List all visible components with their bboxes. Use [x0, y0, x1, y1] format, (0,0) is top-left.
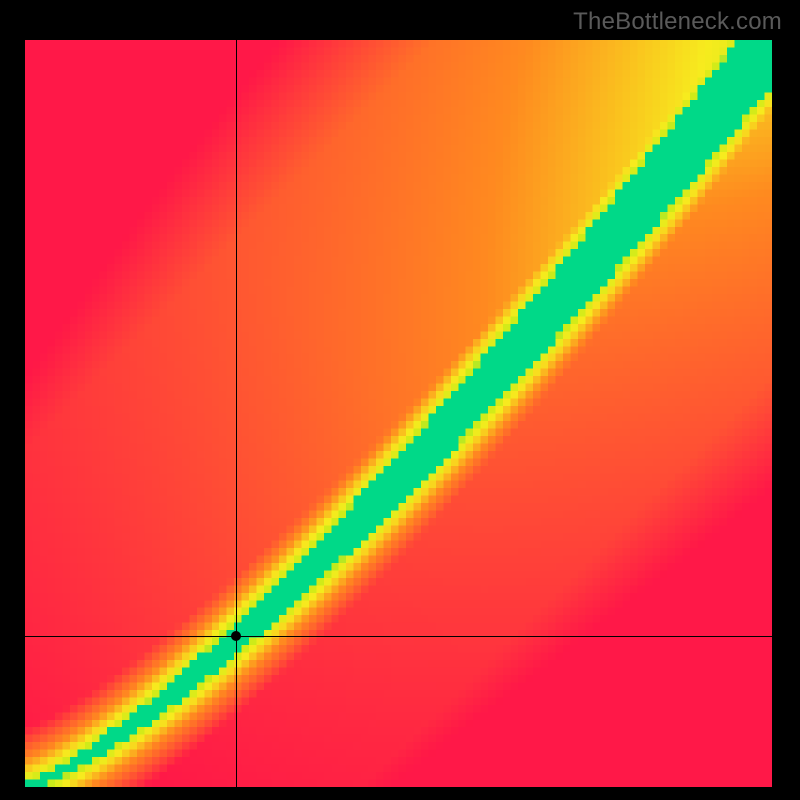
crosshair-horizontal [25, 636, 772, 637]
crosshair-vertical [236, 40, 237, 787]
watermark-text: TheBottleneck.com [573, 8, 782, 36]
heatmap-canvas [25, 40, 772, 787]
crosshair-marker [231, 631, 241, 641]
bottleneck-heatmap-container: TheBottleneck.com [0, 0, 800, 800]
heatmap-plot-area [25, 40, 772, 787]
